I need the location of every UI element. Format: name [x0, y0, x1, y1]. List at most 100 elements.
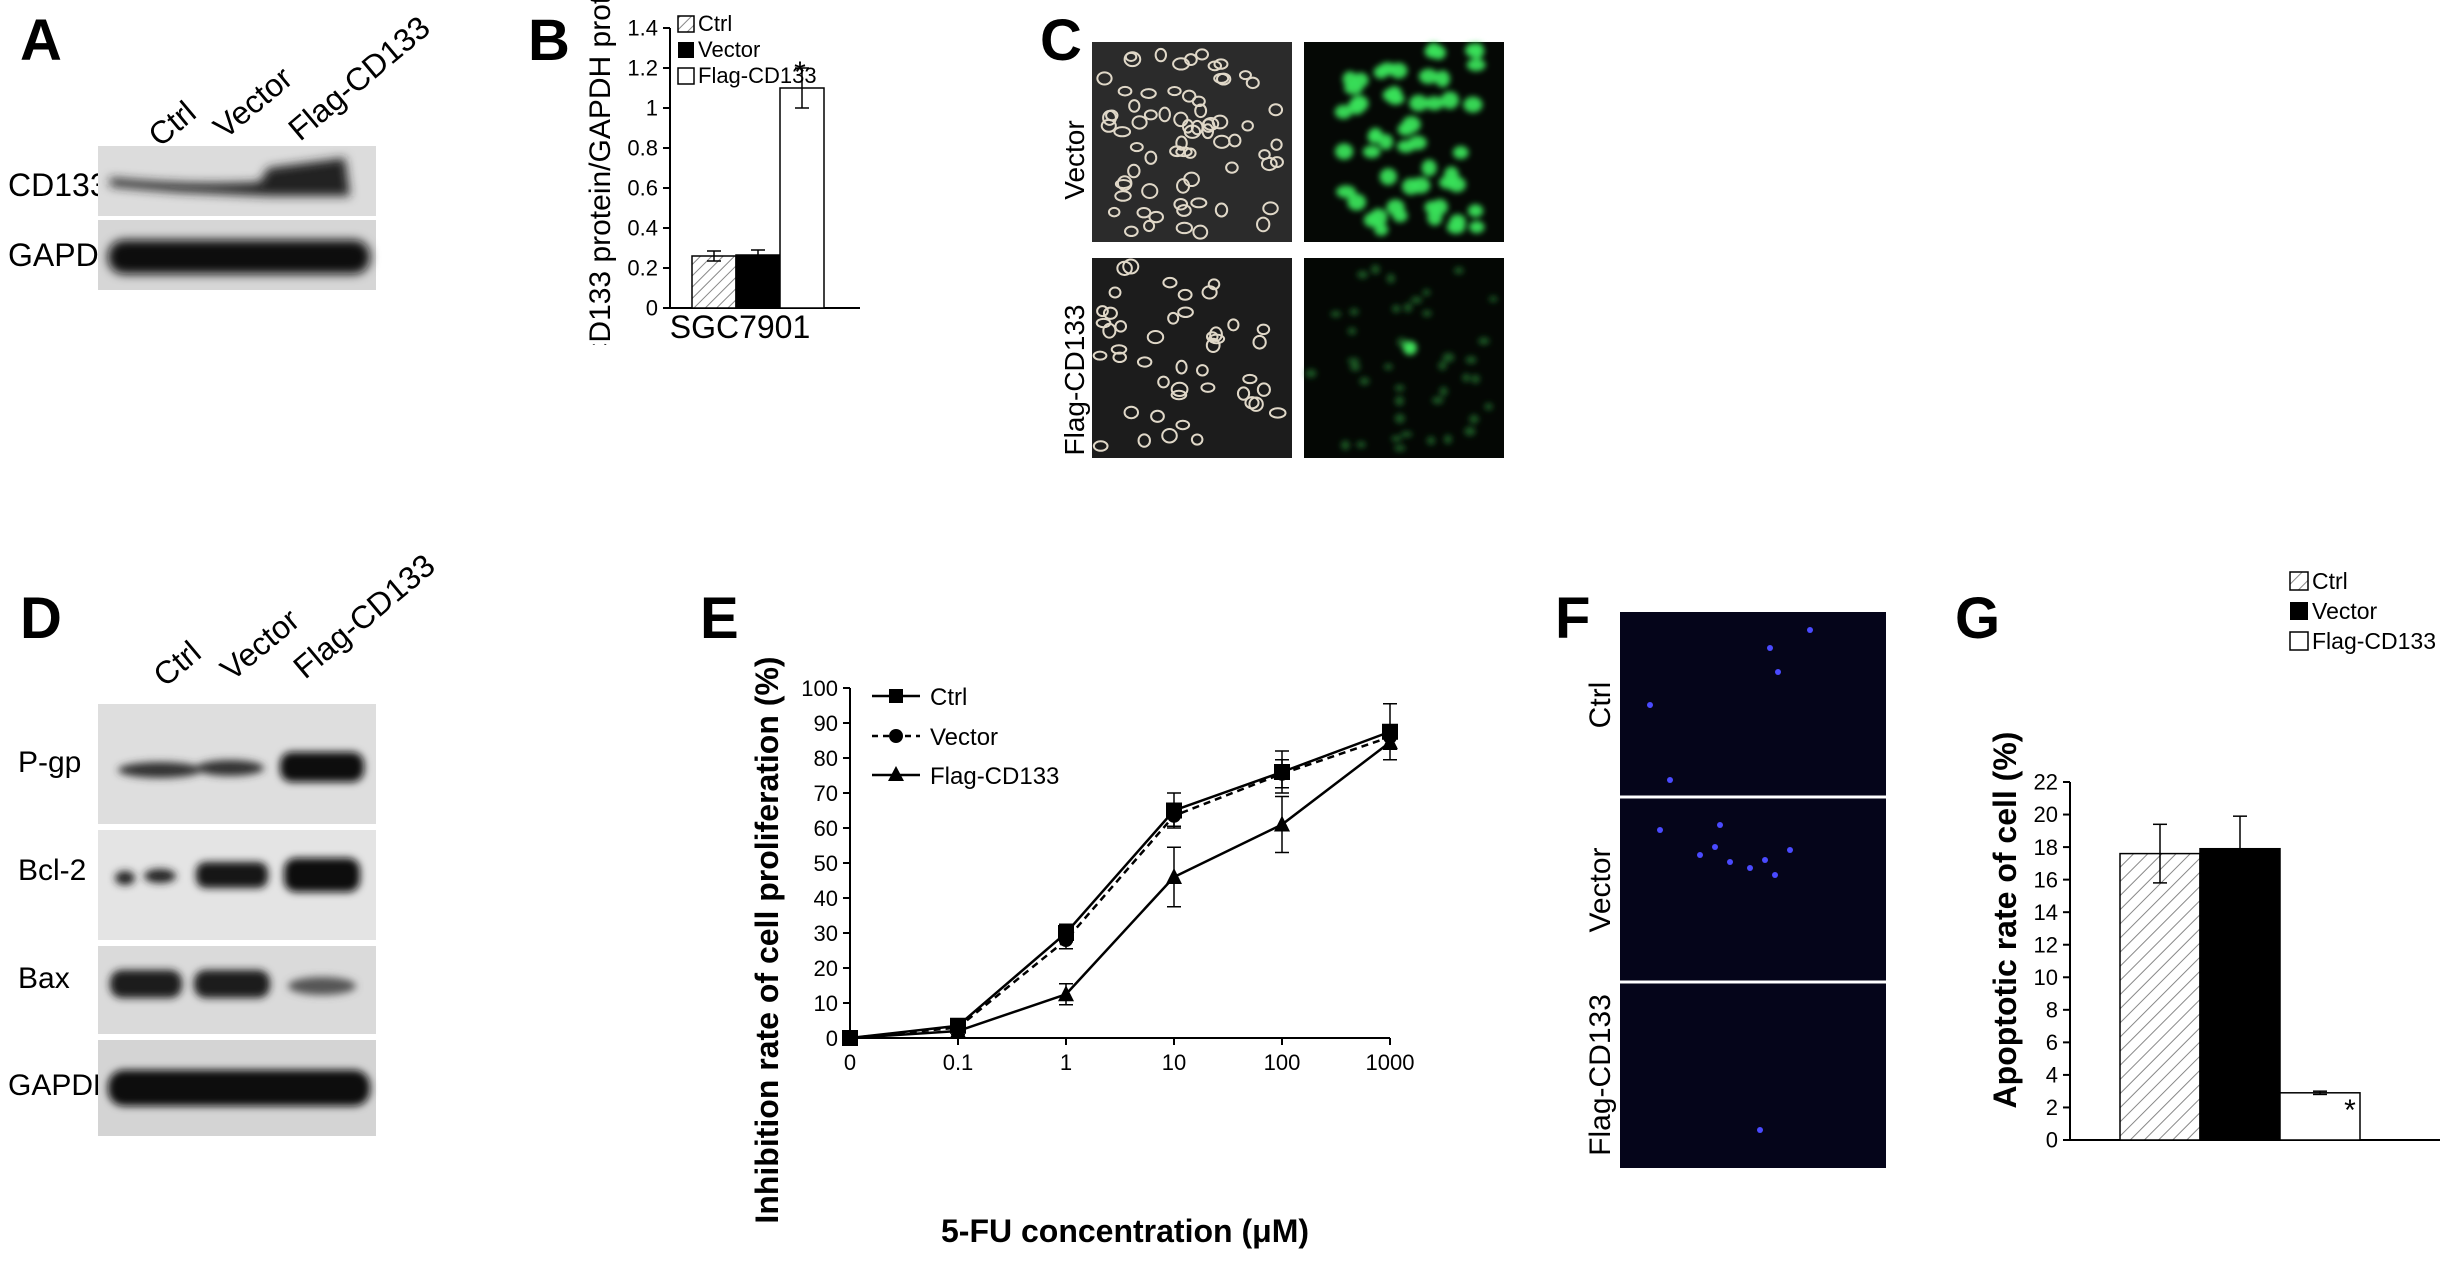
y-tick-label: 12: [2034, 932, 2058, 957]
cell-outline: [1175, 221, 1194, 235]
legend-label-vector-e: Vector: [930, 724, 998, 751]
cell-fluorescent: [1464, 426, 1476, 436]
cell-fluorescent: [1439, 386, 1448, 397]
cell-outline: [1167, 85, 1182, 97]
cell-fluorescent: [1426, 436, 1436, 445]
cell-outline: [1157, 375, 1170, 389]
cell-fluorescent: [1347, 327, 1357, 335]
cell-outline: [1173, 197, 1189, 211]
cell-fluorescent: [1356, 441, 1366, 449]
cell-fluorescent: [1359, 377, 1370, 386]
y-tick-label-e: 90: [814, 711, 838, 736]
cell-fluorescent: [1471, 374, 1480, 384]
cell-outline: [1194, 103, 1208, 119]
cell-fluorescent: [1357, 270, 1369, 279]
cell-outline: [1148, 210, 1164, 224]
cell-outline: [1252, 334, 1267, 350]
row-label-vector-f: Vector: [1584, 847, 1617, 932]
cell-outline: [1144, 150, 1158, 165]
panel-label-a: A: [20, 8, 62, 73]
bar-ctrl: [691, 255, 737, 309]
panel-label-d: D: [20, 586, 62, 651]
x-tick-label-e: 0.1: [943, 1050, 974, 1075]
cell-fluorescent: [1373, 65, 1389, 79]
y-tick-label: 0.6: [627, 176, 658, 201]
cell-outline: [1248, 396, 1264, 412]
legend-swatch-flag-cd133-g: [2289, 631, 2309, 651]
y-tick-label: 1.2: [627, 56, 658, 81]
x-tick-label-e: 1000: [1366, 1050, 1415, 1075]
cell-outline: [1092, 350, 1108, 361]
y-tick-label: 22: [2034, 770, 2058, 795]
bar-vector: [2199, 847, 2281, 1141]
cell-outline: [1206, 331, 1219, 343]
lane-label-vector: Vector: [206, 59, 299, 145]
cell-outline: [1200, 382, 1216, 393]
nucleus-dot: [1762, 857, 1768, 863]
cell-fluorescent: [1426, 42, 1442, 59]
cell-fluorescent: [1465, 356, 1477, 364]
cell-fluorescent: [1350, 95, 1369, 112]
cell-outline: [1183, 171, 1200, 188]
cell-outline: [1175, 135, 1188, 151]
cell-outline: [1260, 156, 1278, 172]
cell-outline: [1167, 311, 1180, 325]
cell-outline: [1124, 51, 1138, 62]
cell-outline: [1268, 103, 1284, 117]
cell-fluorescent: [1478, 337, 1490, 345]
cell-fluorescent: [1394, 384, 1405, 392]
cell-outline: [1127, 163, 1141, 179]
y-tick-label-e: 80: [814, 746, 838, 771]
x-tick-label-e: 100: [1264, 1050, 1301, 1075]
row-label-vector-c: Vector: [1059, 120, 1090, 199]
legend-e: Ctrl Vector Flag-CD133: [872, 684, 1059, 790]
legend-label-ctrl: Ctrl: [698, 11, 732, 36]
bar-flag-cd133: [779, 87, 825, 309]
cell-outline: [1213, 58, 1229, 70]
cell-outline: [1161, 427, 1178, 444]
legend-swatch-vector-g: [2290, 602, 2308, 620]
cell-fluorescent: [1468, 220, 1485, 234]
nucleus-dot: [1697, 852, 1703, 858]
cell-outline: [1205, 337, 1221, 353]
cell-outline: [1209, 326, 1223, 343]
cells-flag-cd133-brightfield: [1092, 258, 1287, 452]
cell-outline: [1256, 382, 1271, 397]
data-point-vector: [1167, 808, 1181, 823]
lane-label-flag-cd133-d: Flag-CD133: [286, 547, 441, 685]
cell-outline: [1176, 204, 1192, 217]
cell-outline: [1123, 405, 1140, 420]
cell-fluorescent: [1410, 177, 1431, 194]
row-label-ctrl-f: Ctrl: [1584, 682, 1617, 729]
series-line-vector: [849, 735, 1391, 1040]
cell-fluorescent: [1422, 289, 1431, 296]
band-bcl2: [115, 858, 360, 892]
legend-label-ctrl-e: Ctrl: [930, 684, 967, 711]
cell-outline: [1207, 60, 1223, 72]
cell-outline: [1227, 318, 1240, 332]
band-gapdh: [108, 240, 370, 274]
y-tick-label: 6: [2046, 1030, 2058, 1055]
cell-outline: [1114, 190, 1132, 202]
cell-outline: [1208, 333, 1226, 345]
cell-outline: [1107, 206, 1121, 218]
x-tick-label-e: 0: [844, 1050, 856, 1075]
cell-outline: [1192, 224, 1209, 240]
y-tick-label: 4: [2046, 1063, 2058, 1088]
series-line-ctrl: [849, 730, 1391, 1040]
cell-outline: [1096, 71, 1113, 86]
nucleus-dot: [1657, 827, 1663, 833]
row-label-bax: Bax: [18, 962, 70, 995]
cell-outline: [1214, 202, 1229, 218]
cell-outline: [1122, 258, 1140, 275]
data-point-flag-cd133: [842, 1029, 858, 1045]
legend-swatch-flag-cd133: [677, 67, 695, 85]
bar-ctrl: [2119, 852, 2201, 1141]
legend-swatch-ctrl-g: [2289, 571, 2309, 591]
cell-fluorescent: [1422, 309, 1432, 317]
x-tick-label-e: 10: [1162, 1050, 1186, 1075]
y-tick-label: 18: [2034, 835, 2058, 860]
legend-b: Ctrl Vector Flag-CD133: [677, 11, 817, 88]
panel-label-f: F: [1555, 586, 1591, 651]
